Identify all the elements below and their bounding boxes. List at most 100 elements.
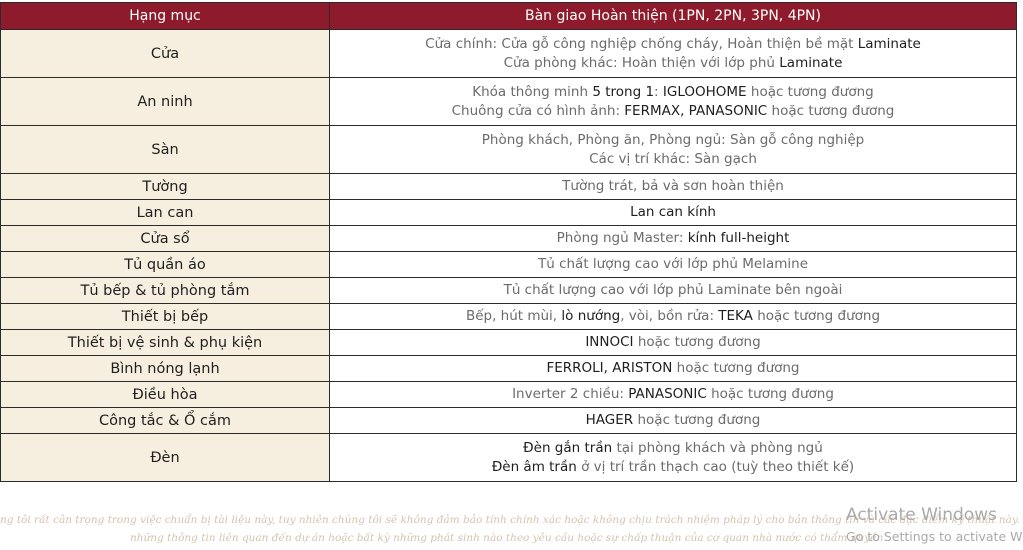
row-category: Tủ bếp & tủ phòng tắm: [0, 277, 330, 304]
spec-line: Đèn âm trần ở vị trí trần thạch cao (tuỳ…: [336, 458, 1010, 477]
spec-line: Phòng ngủ Master: kính full-height: [336, 229, 1010, 248]
spec-highlight-text: 5 trong 1: [592, 83, 655, 100]
row-category: Công tắc & Ổ cắm: [0, 407, 330, 434]
spec-text: hoặc tương đương: [633, 334, 761, 350]
spec-line: FERROLI, ARISTON hoặc tương đương: [336, 359, 1010, 378]
spec-text: Tủ chất lượng cao với lớp phủ Melamine: [537, 256, 809, 272]
spec-text: Tường trát, bả và sơn hoàn thiện: [562, 178, 784, 194]
row-category: Bình nóng lạnh: [0, 355, 330, 382]
row-category: Thiết bị vệ sinh & phụ kiện: [0, 329, 330, 356]
table-row: Cửa sổ Phòng ngủ Master: kính full-height: [0, 225, 1017, 252]
spec-text: hoặc tương đương: [767, 102, 895, 119]
header-category: Hạng mục: [0, 2, 330, 30]
table-row: Thiết bị vệ sinh & phụ kiện INNOCI hoặc t…: [0, 329, 1017, 356]
spec-line: Tường trát, bả và sơn hoàn thiện: [336, 177, 1010, 196]
spec-highlight-text: INNOCI: [585, 334, 634, 350]
spec-line: Tủ chất lượng cao với lớp phủ Melamine: [336, 255, 1010, 274]
disclaimer-line-1: ng tôi rất cân trọng trong việc chuẩn bị…: [0, 514, 1023, 526]
row-spec: Phòng khách, Phòng ăn, Phòng ngủ: Sàn gỗ…: [329, 125, 1017, 174]
spec-text: ở vị trí trần thạch cao (tuỳ theo thiết …: [576, 458, 855, 475]
spec-line: Chuông cửa có hình ảnh: FERMAX, PANASONI…: [336, 102, 1010, 121]
spec-line: Inverter 2 chiều: PANASONIC hoặc tương đ…: [336, 385, 1010, 404]
spec-highlight-text: HAGER: [585, 412, 634, 428]
disclaimer-footer: ng tôi rất cân trọng trong việc chuẩn bị…: [0, 509, 1023, 550]
spec-text: hoặc tương đương: [633, 412, 761, 428]
row-category: Lan can: [0, 199, 330, 226]
spec-line: Đèn gắn trần tại phòng khách và phòng ng…: [336, 439, 1010, 458]
table-row: Lan can Lan can kính: [0, 199, 1017, 226]
row-category: An ninh: [0, 77, 330, 126]
row-spec: Tủ chất lượng cao với lớp phủ Laminate b…: [329, 277, 1017, 304]
table-body: Cửa Cửa chính: Cửa gỗ công nghiệp chống c…: [0, 29, 1017, 482]
spec-text: Cửa phòng khác: Hoàn thiện với lớp phủ: [503, 54, 780, 71]
spec-highlight-text: Đèn âm trần: [491, 458, 577, 475]
table-row: Điều hòa Inverter 2 chiều: PANASONIC hoặc…: [0, 381, 1017, 408]
spec-text: Phòng ngủ Master:: [556, 230, 688, 246]
spec-highlight-text: Lan can kính: [630, 204, 716, 220]
table-row: Bình nóng lạnh FERROLI, ARISTON hoặc tươn…: [0, 355, 1017, 382]
spec-highlight-text: Laminate: [779, 54, 843, 71]
spec-text: hoặc tương đương: [746, 83, 874, 100]
spec-text: Chuông cửa có hình ảnh:: [451, 102, 625, 119]
activate-windows-watermark: Activate Windows Go to Settings to activ…: [846, 504, 1022, 546]
activate-subtitle: Go to Settings to activate W: [846, 529, 1023, 544]
row-category: Đèn: [0, 433, 330, 482]
spec-text: Inverter 2 chiều:: [512, 386, 629, 402]
row-spec: Inverter 2 chiều: PANASONIC hoặc tương đ…: [329, 381, 1017, 408]
activate-title: Activate Windows: [846, 505, 997, 525]
spec-line: Phòng khách, Phòng ăn, Phòng ngủ: Sàn gỗ…: [336, 131, 1010, 150]
row-spec: Đèn gắn trần tại phòng khách và phòng ng…: [329, 433, 1017, 482]
spec-text: Phòng khách, Phòng ăn, Phòng ngủ: Sàn gỗ…: [481, 131, 865, 148]
row-category: Tường: [0, 173, 330, 200]
row-spec: Khóa thông minh 5 trong 1: IGLOOHOME hoặ…: [329, 77, 1017, 126]
header-spec: Bàn giao Hoàn thiện (1PN, 2PN, 3PN, 4PN): [329, 2, 1017, 30]
spec-text: hoặc tương đương: [706, 386, 834, 402]
table-row: Công tắc & Ổ cắm HAGER hoặc tương đương: [0, 407, 1017, 434]
spec-line: Tủ chất lượng cao với lớp phủ Laminate b…: [336, 281, 1010, 300]
table-row: Đèn Đèn gắn trần tại phòng khách và phòng…: [0, 433, 1017, 482]
row-category: Điều hòa: [0, 381, 330, 408]
spec-text: hoặc tương đương: [752, 308, 881, 324]
table-row: Cửa Cửa chính: Cửa gỗ công nghiệp chống c…: [0, 29, 1017, 78]
row-category: Cửa: [0, 29, 330, 78]
spec-highlight-text: lò nướng: [561, 308, 621, 324]
table-row: Thiết bị bếp Bếp, hút mùi, lò nướng, vòi,…: [0, 303, 1017, 330]
spec-line: Khóa thông minh 5 trong 1: IGLOOHOME hoặ…: [336, 83, 1010, 102]
spec-line: Cửa phòng khác: Hoàn thiện với lớp phủ L…: [336, 54, 1010, 73]
spec-text: , vòi, bồn rửa:: [620, 308, 719, 324]
spec-text: hoặc tương đương: [672, 360, 800, 376]
row-category: Tủ quần áo: [0, 251, 330, 278]
spec-text: Bếp, hút mùi,: [465, 308, 562, 324]
spec-line: Lan can kính: [336, 203, 1010, 222]
row-spec: FERROLI, ARISTON hoặc tương đương: [329, 355, 1017, 382]
table-row: Tường Tường trát, bả và sơn hoàn thiện: [0, 173, 1017, 200]
table-row: Tủ bếp & tủ phòng tắm Tủ chất lượng cao v…: [0, 277, 1017, 304]
spec-highlight-text: FERROLI, ARISTON: [546, 360, 673, 376]
row-category: Thiết bị bếp: [0, 303, 330, 330]
spec-table: Hạng mục Bàn giao Hoàn thiện (1PN, 2PN, …: [0, 2, 1017, 482]
row-spec: INNOCI hoặc tương đương: [329, 329, 1017, 356]
spec-line: Bếp, hút mùi, lò nướng, vòi, bồn rửa: TE…: [336, 307, 1010, 326]
spec-line: INNOCI hoặc tương đương: [336, 333, 1010, 352]
row-spec: Bếp, hút mùi, lò nướng, vòi, bồn rửa: TE…: [329, 303, 1017, 330]
spec-highlight-text: Đèn gắn trần: [523, 439, 613, 456]
row-spec: Cửa chính: Cửa gỗ công nghiệp chống cháy…: [329, 29, 1017, 78]
spec-text: Các vị trí khác: Sàn gạch: [589, 150, 757, 167]
spec-line: Các vị trí khác: Sàn gạch: [336, 150, 1010, 169]
spec-highlight-text: FERMAX, PANASONIC: [624, 102, 768, 119]
table-row: Tủ quần áo Tủ chất lượng cao với lớp phủ …: [0, 251, 1017, 278]
spec-line: HAGER hoặc tương đương: [336, 411, 1010, 430]
spec-text: :: [654, 83, 663, 100]
spec-line: Cửa chính: Cửa gỗ công nghiệp chống cháy…: [336, 35, 1010, 54]
spec-text: tại phòng khách và phòng ngủ: [612, 439, 823, 456]
spec-highlight-text: kính full-height: [687, 230, 790, 246]
table-header-row: Hạng mục Bàn giao Hoàn thiện (1PN, 2PN, …: [0, 2, 1017, 30]
row-category: Sàn: [0, 125, 330, 174]
row-spec: HAGER hoặc tương đương: [329, 407, 1017, 434]
spec-text: Cửa chính: Cửa gỗ công nghiệp chống cháy…: [425, 35, 858, 52]
row-spec: Tường trát, bả và sơn hoàn thiện: [329, 173, 1017, 200]
table-row: Sàn Phòng khách, Phòng ăn, Phòng ngủ: Sàn…: [0, 125, 1017, 174]
disclaimer-line-2: những thông tin liên quan đến dự án hoặc…: [130, 532, 887, 544]
spec-highlight-text: IGLOOHOME: [662, 83, 747, 100]
